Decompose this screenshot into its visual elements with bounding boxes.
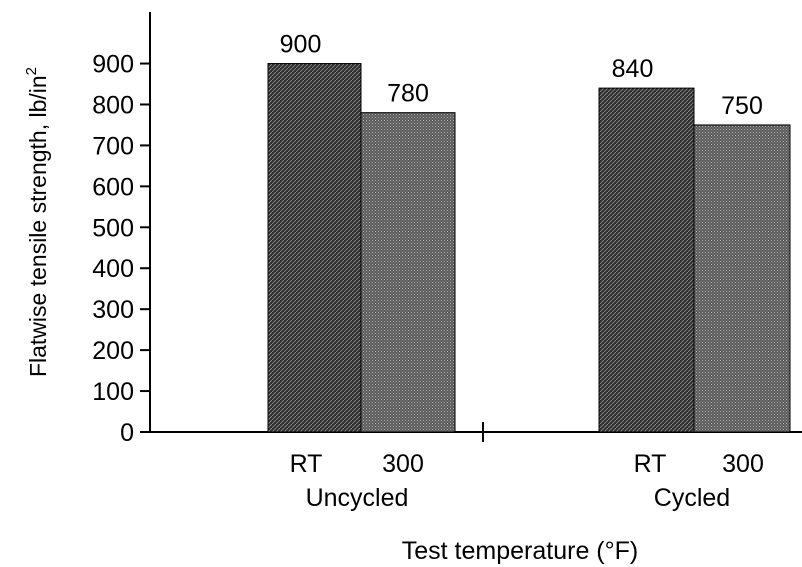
y-tick-label: 600: [92, 173, 134, 201]
y-tick-label: 400: [92, 255, 134, 283]
group-label-cycled: Cycled: [654, 484, 730, 512]
bar-uncycled-300: [360, 112, 456, 433]
y-tick-label: 500: [92, 214, 134, 242]
y-tick-label: 0: [120, 419, 134, 447]
bar-data-labels: 900 780 840 750: [280, 31, 763, 120]
y-tick-label: 700: [92, 132, 134, 160]
y-axis-title: Flatwise tensile strength, lb/in2: [23, 67, 51, 377]
bar-data-label: 900: [280, 31, 322, 59]
category-labels: RT 300 RT 300: [290, 450, 764, 478]
category-label: 300: [722, 450, 764, 478]
y-axis-title-main: Flatwise tensile strength, lb/in: [25, 75, 51, 377]
y-axis-title-superscript: 2: [23, 67, 40, 75]
category-label: 300: [382, 450, 424, 478]
bar-uncycled-rt: [267, 63, 362, 433]
y-axis: 0 100 200 300 400 500 600 700 800 900: [92, 12, 151, 447]
y-ticks: 0 100 200 300 400 500 600 700 800 900: [92, 51, 150, 447]
bar-cycled-300: [693, 124, 791, 433]
x-axis-title: Test temperature (°F): [402, 537, 638, 565]
bars: [267, 63, 791, 433]
bar-data-label: 780: [387, 80, 429, 108]
bar-data-label: 750: [721, 92, 763, 120]
group-labels: Uncycled Cycled: [306, 484, 731, 512]
group-label-uncycled: Uncycled: [306, 484, 409, 512]
y-tick-label: 300: [92, 296, 134, 324]
y-tick-label: 800: [92, 91, 134, 119]
y-tick-label: 200: [92, 337, 134, 365]
bar-cycled-rt: [598, 87, 695, 433]
category-label: RT: [634, 450, 667, 478]
category-label: RT: [290, 450, 323, 478]
y-tick-label: 900: [92, 51, 134, 79]
bar-data-label: 840: [612, 55, 654, 83]
y-tick-label: 100: [92, 378, 134, 406]
